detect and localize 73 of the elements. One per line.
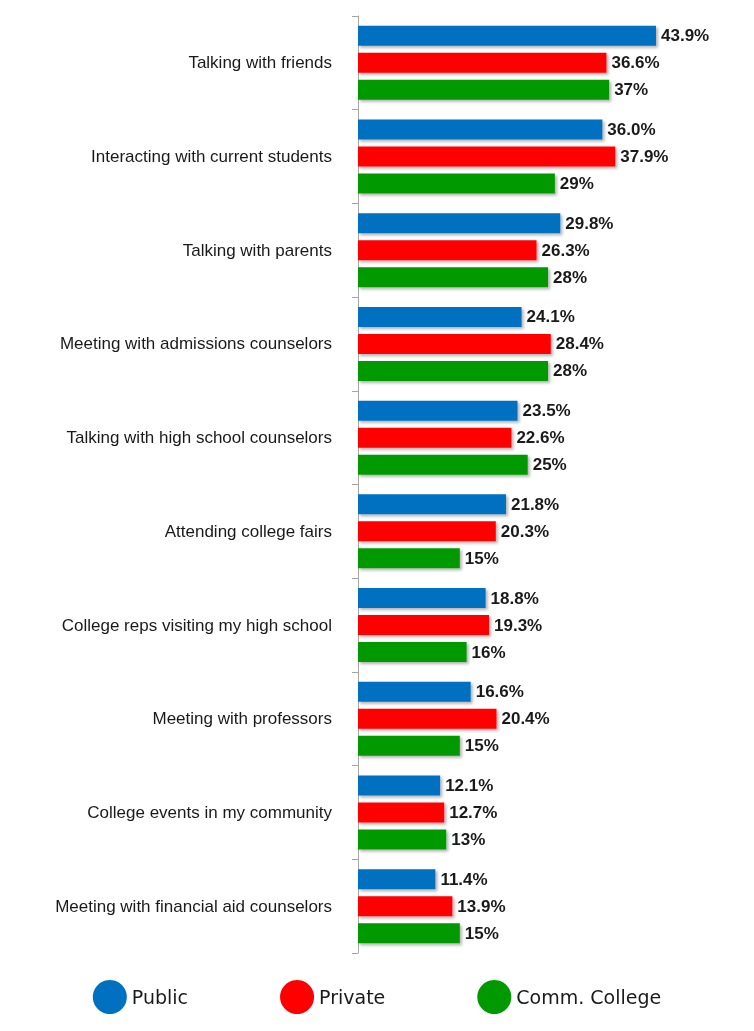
bar: [358, 775, 441, 796]
bar: [358, 79, 610, 100]
y-tick-label: Talking with high school counselors: [66, 428, 332, 448]
data-label: 29.8%: [565, 213, 614, 233]
bar: [358, 427, 512, 448]
data-label: 28%: [553, 361, 588, 381]
y-tick-label: Meeting with professors: [152, 709, 332, 729]
y-tick-label: Meeting with admissions counselors: [59, 334, 332, 354]
bar: [358, 240, 537, 261]
bar: [358, 869, 436, 890]
y-tick-label: Interacting with current students: [91, 147, 332, 167]
bar: [358, 548, 460, 569]
data-label: 28.4%: [555, 334, 604, 354]
legend-label: Private: [319, 986, 386, 1008]
data-label: 21.8%: [510, 494, 560, 514]
data-label: 29%: [559, 174, 594, 194]
data-label: 11.4%: [440, 869, 488, 889]
data-label: 23.5%: [522, 401, 571, 421]
data-label: 22.6%: [516, 428, 565, 448]
bar: [358, 360, 549, 381]
data-label: 15%: [464, 548, 499, 568]
bar: [358, 213, 561, 234]
bar: [358, 896, 453, 917]
data-label: 36.0%: [607, 120, 656, 140]
data-label: 18.8%: [490, 588, 539, 608]
data-label: 13.9%: [457, 896, 506, 916]
y-tick-label: Meeting with financial aid counselors: [55, 896, 332, 916]
data-label: 28%: [553, 267, 588, 287]
data-label: 16.6%: [475, 682, 524, 702]
data-label: 36.6%: [611, 53, 660, 73]
data-label: 37%: [614, 80, 649, 100]
bar: [358, 52, 607, 73]
bar: [358, 146, 616, 167]
bar: [358, 173, 555, 194]
data-label: 16%: [471, 642, 506, 662]
data-label: 37.9%: [620, 147, 669, 167]
data-label: 12.1%: [445, 775, 494, 795]
bar: [358, 333, 551, 354]
bar: [358, 681, 471, 702]
bar: [358, 521, 496, 542]
data-label: 13%: [451, 829, 486, 849]
y-tick-label: College events in my community: [87, 802, 333, 822]
bar: [358, 306, 522, 327]
y-tick-label: College reps visiting my high school: [61, 615, 332, 635]
data-label: 43.9%: [661, 26, 710, 46]
bar: [358, 615, 490, 636]
data-label: 24.1%: [526, 307, 575, 327]
bar: [358, 454, 528, 475]
bar: [358, 802, 445, 823]
bar: [358, 642, 467, 663]
bar: [358, 267, 549, 288]
y-tick-label: Talking with friends: [188, 53, 332, 73]
bar: [358, 494, 506, 515]
data-label: 15%: [464, 736, 499, 756]
bar: [358, 923, 460, 944]
bar: [358, 25, 656, 46]
data-label: 19.3%: [494, 615, 543, 635]
y-tick-label: Attending college fairs: [164, 521, 332, 541]
bar: [358, 829, 447, 850]
bar: [358, 735, 460, 756]
bar: [358, 400, 518, 421]
legend-label: Public: [131, 986, 189, 1008]
bar: [358, 588, 486, 609]
data-label: 25%: [532, 455, 567, 475]
data-label: 26.3%: [541, 240, 590, 260]
y-tick-label: Talking with parents: [182, 240, 332, 260]
bar: [358, 708, 497, 729]
bar: [358, 119, 603, 140]
data-label: 20.4%: [501, 709, 550, 729]
legend-label: Comm. College: [516, 986, 662, 1008]
data-label: 15%: [464, 923, 499, 943]
data-label: 20.3%: [500, 521, 549, 541]
data-label: 12.7%: [449, 802, 498, 822]
